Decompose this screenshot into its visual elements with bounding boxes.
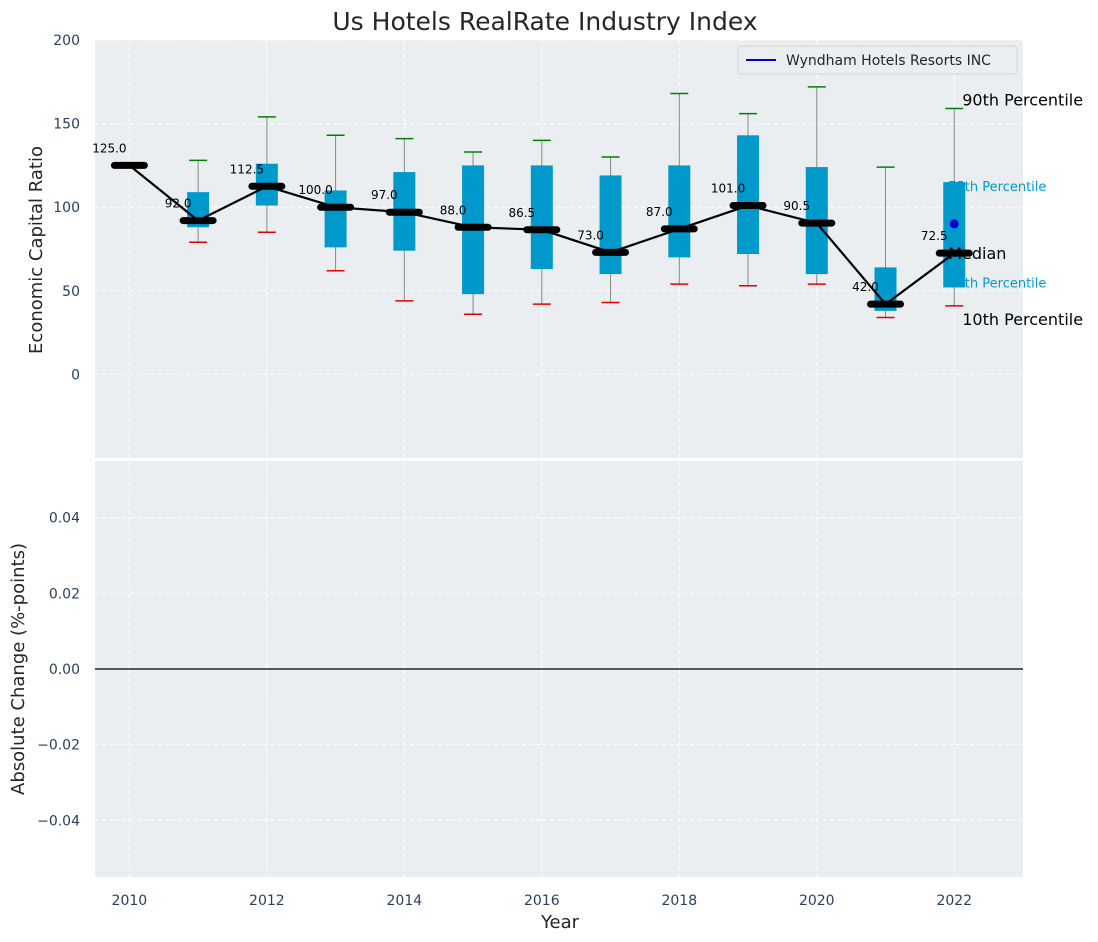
box [737,135,760,255]
p10-annotation: 10th Percentile [962,310,1083,329]
p75-annotation: 75th Percentile [948,180,1046,195]
x-tick-label: 2016 [524,893,560,909]
box [530,165,553,270]
p90-annotation: 90th Percentile [962,91,1083,110]
bottom-y-tick-label: −0.02 [37,738,80,754]
top-y-axis-label: Economic Capital Ratio [26,146,47,354]
company-point [949,219,959,229]
x-tick-label: 2018 [661,893,697,909]
chart-title: Us Hotels RealRate Industry Index [332,7,757,36]
bottom-y-tick-label: −0.04 [37,813,80,829]
top-plot-area [95,40,1023,458]
x-tick-label: 2012 [249,893,285,909]
median-data-label: 125.0 [92,141,126,155]
median-annotation: Median [948,244,1006,263]
top-y-tick-label: 100 [53,200,80,216]
median-data-label: 92.0 [165,197,192,211]
x-tick-label: 2020 [799,893,835,909]
x-tick-label: 2014 [387,893,423,909]
top-panel: 0 50 100 150 200 125.0 92.0 112.5 100.0 97.0 88.0… [26,33,1083,458]
box [943,182,966,288]
p25-annotation: 25th Percentile [948,276,1046,291]
median-data-label: 101.0 [711,182,745,196]
median-data-label: 87.0 [646,205,673,219]
legend-box [737,45,1018,75]
top-y-tick-label: 150 [53,117,80,133]
x-tick-label: 2010 [112,893,148,909]
median-data-label: 112.5 [230,162,264,176]
top-y-tick-label: 200 [53,33,80,49]
median-data-label: 97.0 [371,188,398,202]
top-y-tick-label: 0 [71,367,80,383]
legend: Wyndham Hotels Resorts INC [737,45,1018,75]
median-data-label: 73.0 [577,228,604,242]
top-y-tick-label: 50 [62,284,80,300]
median-data-label: 86.5 [508,206,535,220]
x-tick-label: 2022 [936,893,972,909]
box [324,190,347,248]
bottom-y-tick-label: 0.04 [49,511,80,527]
bottom-panel: 0.04 0.02 0.00 −0.02 −0.04 Absolute Change (… [8,461,1023,877]
box [668,165,691,258]
median-data-label: 100.0 [298,183,332,197]
box [599,175,622,275]
median-data-label: 88.0 [440,203,467,217]
x-axis-label: Year [540,912,580,933]
legend-label: Wyndham Hotels Resorts INC [786,53,991,69]
median-data-label: 90.5 [783,199,810,213]
median-data-label: 72.5 [921,229,948,243]
bottom-y-tick-label: 0.02 [49,586,80,602]
median-data-label: 42.0 [852,280,879,294]
bottom-y-tick-label: 0.00 [49,662,80,678]
bottom-y-axis-label: Absolute Change (%-points) [8,543,29,795]
